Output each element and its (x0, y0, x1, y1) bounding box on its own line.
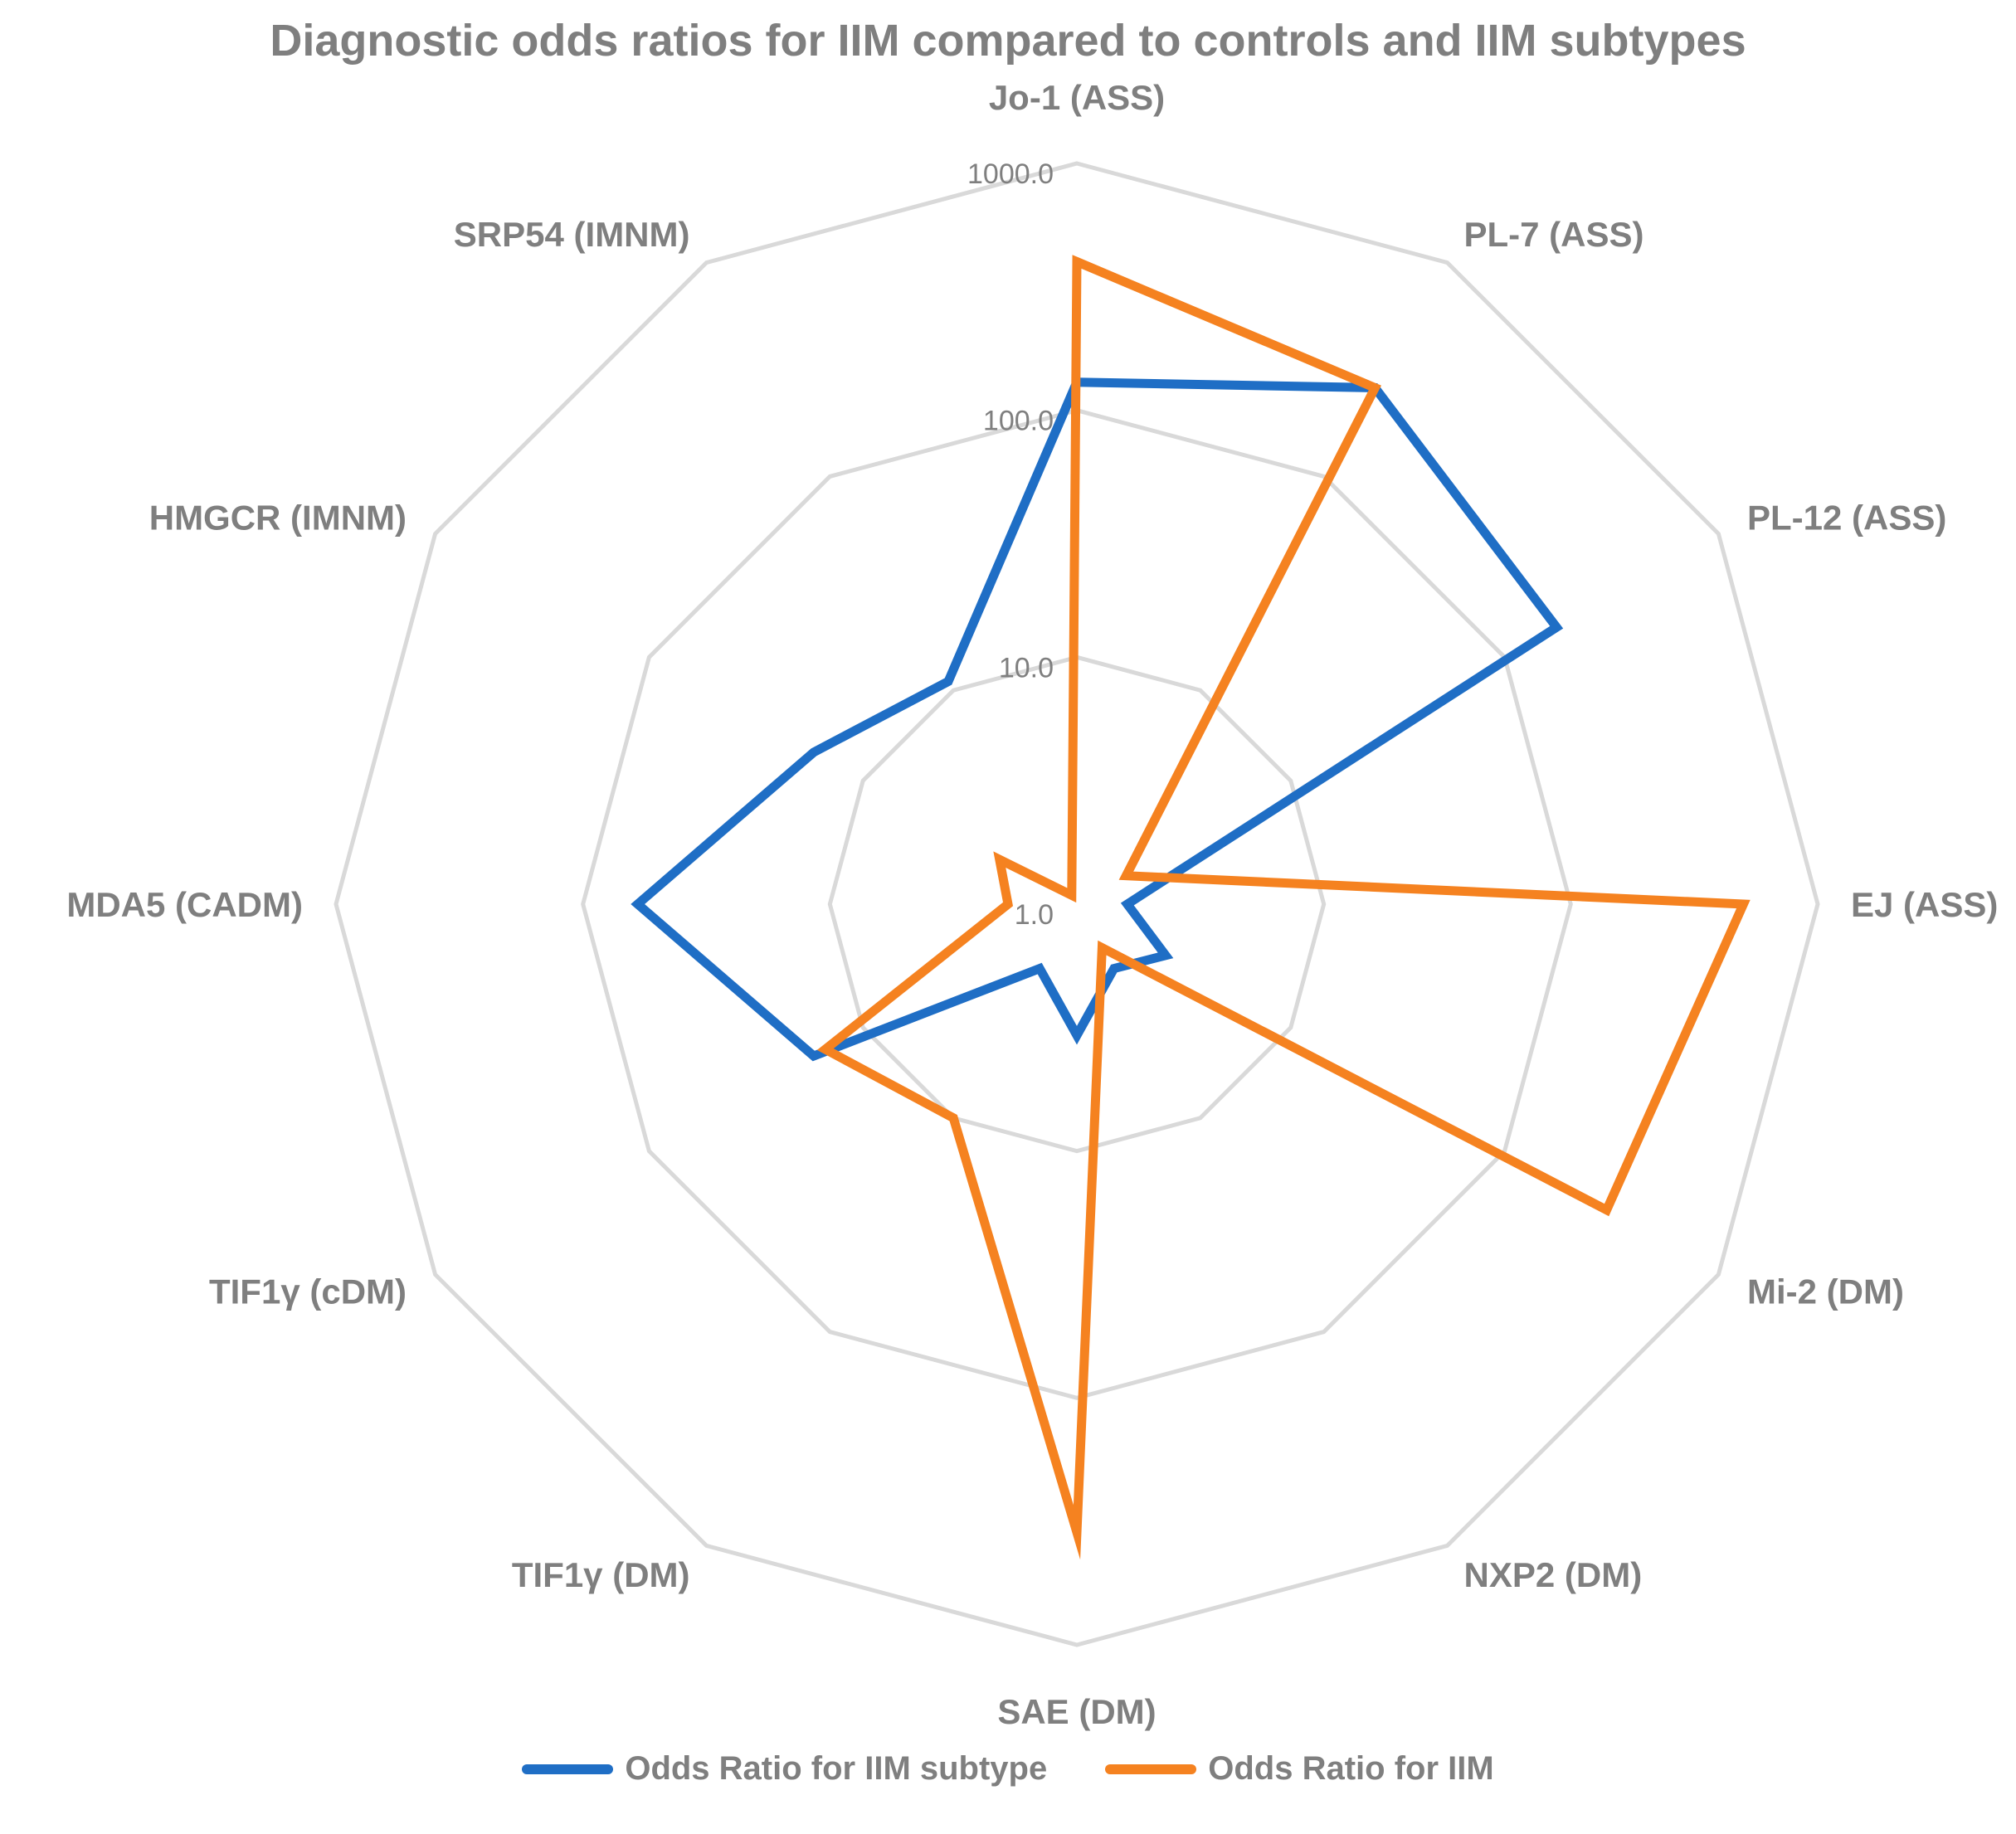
category-label: TIF1γ (DM) (512, 1555, 690, 1594)
category-label: MDA5 (CADM) (66, 885, 303, 924)
legend-label: Odds Ratio for IIM subtype (625, 1750, 1048, 1787)
category-label: HMGCR (IMNM) (149, 499, 407, 538)
series-line-1 (816, 255, 1751, 1560)
tick-label: 100.0 (983, 406, 1054, 437)
legend-swatch (1105, 1763, 1197, 1774)
category-label: SRP54 (IMNM) (454, 215, 690, 254)
category-label: PL-7 (ASS) (1464, 215, 1644, 254)
tick-label: 1.0 (1015, 899, 1054, 931)
category-label: EJ (ASS) (1851, 885, 1998, 924)
legend-swatch (522, 1763, 614, 1774)
tick-label: 1000.0 (967, 158, 1054, 190)
radar-category-labels: Jo-1 (ASS) PL-7 (ASS) PL-12 (ASS) EJ (ASS) M… (66, 78, 1998, 1731)
legend-label: Odds Ratio for IIM (1208, 1750, 1494, 1787)
chart-title: Diagnostic odds ratios for IIM compared … (270, 16, 1746, 66)
legend: Odds Ratio for IIM subtype Odds Ratio for… (0, 1750, 2016, 1788)
category-label: Mi-2 (DM) (1747, 1272, 1904, 1311)
category-label: Jo-1 (ASS) (989, 78, 1165, 117)
legend-item-1: Odds Ratio for IIM (1105, 1750, 1494, 1788)
grid-ring-3 (334, 161, 1820, 1647)
category-label: TIF1γ (cDM) (209, 1272, 407, 1311)
category-label: NXP2 (DM) (1464, 1555, 1643, 1594)
legend-item-0: Odds Ratio for IIM subtype (522, 1750, 1047, 1788)
category-label: SAE (DM) (997, 1692, 1156, 1731)
category-label: PL-12 (ASS) (1747, 499, 1946, 538)
series-line-0 (631, 377, 1564, 1062)
grid-ring-1 (827, 654, 1327, 1154)
radar-series (631, 255, 1751, 1560)
tick-label: 10.0 (999, 652, 1054, 683)
radar-tick-labels: 1.0 10.0 100.0 1000.0 (967, 158, 1054, 931)
